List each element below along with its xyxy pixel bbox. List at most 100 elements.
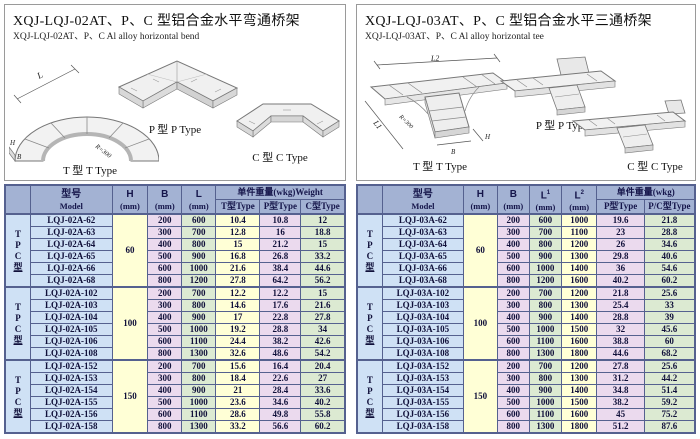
col-header-l: L (mm) [181,184,217,215]
dim-label-l2: L2 [430,54,440,63]
table-row: LQJ-02A-68 800 1200 27.8 64.2 56.2 [5,274,346,288]
cell-data-2: 1300 [560,299,598,312]
cell-model: LQJ-03A-68 [381,274,464,288]
cell-data-0: 300 [496,372,530,385]
col-header-weight-1: P型Type [259,199,302,215]
cell-data-4: 28.8 [643,226,696,239]
table-row: LQJ-03A-156 600 1100 1600 45 75.2 [357,408,696,421]
cell-model: LQJ-03A-158 [381,420,464,434]
weight-group-header: 单件重量(wkg)Weight [215,184,346,200]
cell-data-0: 300 [147,226,183,239]
cell-data-3: 49.8 [259,408,302,421]
c-type-caption: C 型 C Type [627,161,683,173]
cell-data-4: 15 [300,286,346,300]
table-row: LQJ-03A-155 500 1000 1500 38.2 59.2 [357,396,696,409]
cell-data-4: 42.6 [300,335,346,348]
cell-data-2: 1400 [560,262,598,275]
cell-data-0: 300 [496,299,530,312]
cell-data-1: 1000 [528,262,562,275]
cell-model: LQJ-03A-62 [381,213,464,227]
cell-data-3: 56.6 [259,420,302,434]
panel-subtitle: XQJ-LQJ-03AT、P、C Al alloy horizontal tee [365,32,544,42]
dim-label-r: R=300 [397,113,414,130]
cell-data-1: 1300 [528,420,562,434]
cell-data-1: 1000 [528,323,562,336]
cell-data-2: 10.4 [215,213,261,227]
cell-model: LQJ-02A-68 [30,274,113,288]
cell-data-2: 1200 [560,286,598,300]
col-header-b: B (mm) [496,184,530,215]
p-tee-body [499,56,617,116]
cell-data-3: 23 [596,226,645,239]
cell-data-2: 28.6 [215,408,261,421]
cell-data-0: 300 [147,299,183,312]
table-row: LQJ-03A-63 300 700 1100 23 28.8 [357,226,696,239]
col-header-weight-2: C型Type [300,199,346,215]
cell-data-0: 400 [496,311,530,324]
cell-data-1: 1000 [181,323,217,336]
cell-data-2: 12.8 [215,226,261,239]
cell-data-2: 1400 [560,311,598,324]
header-row: 型号 Model H (mm) B (mm) L1 (mm) L2 (mm) 单件重量(wkg) [356,184,696,215]
cell-data-0: 800 [496,420,530,434]
cell-data-3: 34.8 [596,384,645,397]
cell-model: LQJ-03A-66 [381,262,464,275]
spec-table-tee: 型号 Model H (mm) B (mm) L1 (mm) L2 (mm) 单件重量(wkg) P型… [356,184,696,434]
col-header-l1: L1 (mm) [528,184,562,215]
cell-data-4: 59.2 [643,396,696,409]
cell-data-2: 1200 [560,359,598,373]
cell-data-2: 21 [215,384,261,397]
cell-data-1: 1100 [181,335,217,348]
cell-model: LQJ-02A-104 [30,311,113,324]
table-row: LQJ-03A-108 800 1300 1800 44.6 68.2 [357,347,696,361]
col-header-model: 型号 Model [30,184,113,215]
cell-model: LQJ-02A-64 [30,238,113,251]
p-type-tee-drawing [499,56,617,116]
cell-data-1: 900 [528,311,562,324]
cell-data-0: 500 [496,323,530,336]
cell-data-3: 26 [596,238,645,251]
panel-subtitle: XQJ-LQJ-02AT、P、C Al alloy horizontal ben… [13,32,200,42]
cell-data-1: 1200 [181,274,217,288]
weight-group-header: 单件重量(wkg) [596,184,696,200]
cell-data-2: 1500 [560,323,598,336]
table-row: LQJ-02A-158 800 1300 33.2 56.6 60.2 [5,420,346,434]
corner-cell [4,184,31,215]
cell-data-1: 1200 [528,274,562,288]
table-row: LQJ-02A-106 600 1100 24.4 38.2 42.6 [5,335,346,348]
cell-data-4: 33.2 [300,250,346,263]
table-row: LQJ-03A-103 300 800 1300 25.4 33 [357,299,696,312]
cell-data-0: 600 [147,335,183,348]
dim-label-h: H [484,133,491,141]
cell-data-1: 900 [528,250,562,263]
table-row: LQJ-02A-105 500 1000 19.2 28.8 34 [5,323,346,336]
cell-data-2: 15.6 [215,359,261,373]
cell-data-1: 1000 [181,262,217,275]
table-row: T P C 型 LQJ-03A-62 60 200 600 1000 19.6 21.8 [356,213,696,288]
table-row: LQJ-03A-65 500 900 1300 29.8 40.6 [357,250,696,263]
cell-data-3: 38.2 [596,396,645,409]
cell-model: LQJ-02A-62 [30,213,113,227]
cell-data-1: 1300 [181,420,217,434]
cell-data-3: 25.4 [596,299,645,312]
cell-data-3: 29.8 [596,250,645,263]
cell-data-1: 700 [181,286,217,300]
cell-data-3: 21.8 [596,286,645,300]
cell-data-2: 1300 [560,372,598,385]
cell-data-4: 56.2 [300,274,346,288]
col-header-h: H (mm) [462,184,498,215]
cell-data-4: 45.6 [643,323,696,336]
bend-body [9,116,159,163]
cell-data-1: 1000 [181,396,217,409]
cell-data-1: 800 [181,372,217,385]
cell-data-1: 1100 [528,408,562,421]
cell-data-0: 800 [147,347,183,361]
cell-model: LQJ-02A-155 [30,396,113,409]
cell-data-4: 33 [643,299,696,312]
cell-data-3: 40.2 [596,274,645,288]
cell-data-2: 1800 [560,420,598,434]
c-tee-body [571,99,687,154]
